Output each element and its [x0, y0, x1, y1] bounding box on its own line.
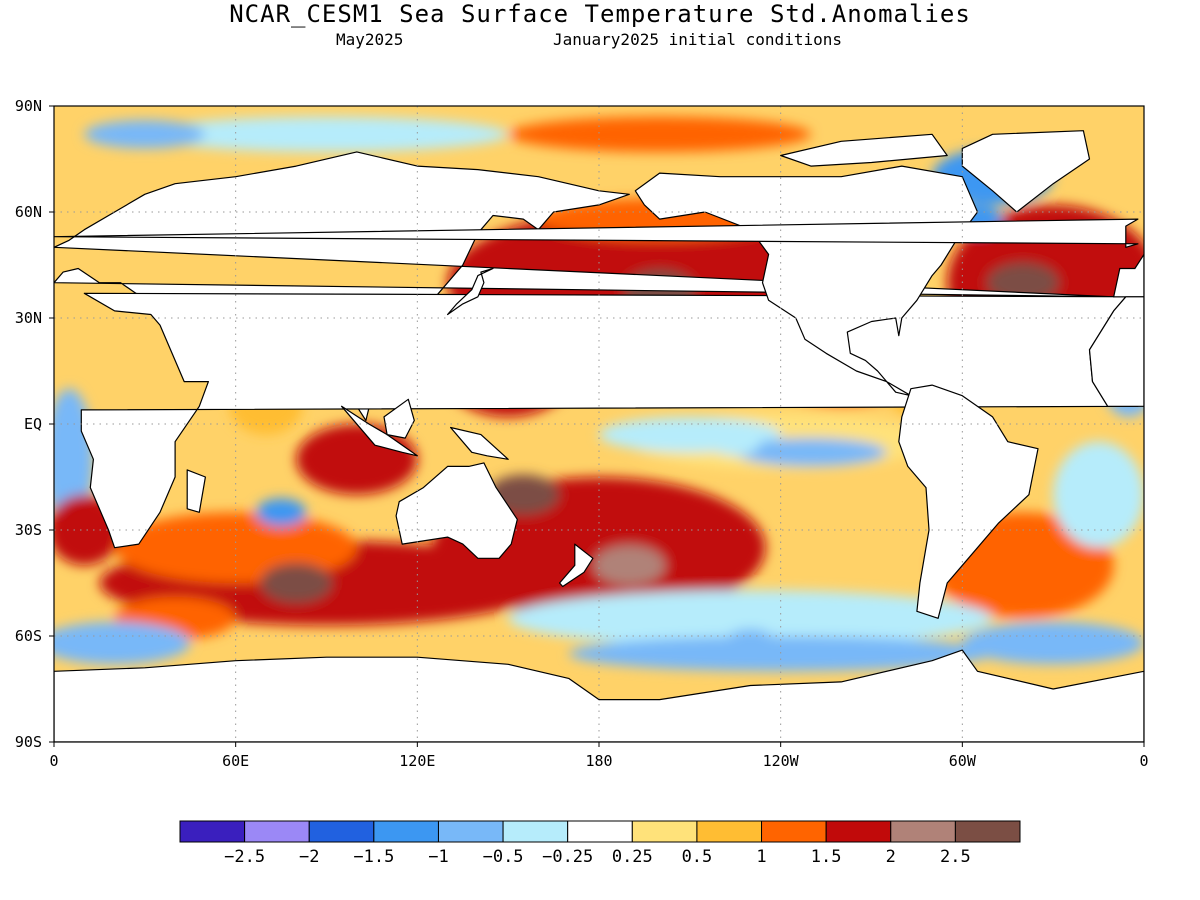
- chart-title: NCAR_CESM1 Sea Surface Temperature Std.A…: [229, 0, 971, 28]
- madagascar-landmass: [186, 469, 206, 513]
- longitude-labels: 0 60E 120E 180 120W 60W 0: [49, 742, 1149, 770]
- colorbar-swatch: [437, 820, 504, 843]
- initial-conditions: January2025 initial conditions: [553, 30, 842, 49]
- latitude-labels: 90N 60N 30N EQ 30S 60S 90S: [15, 97, 54, 751]
- uk-landmass: [54, 218, 1139, 248]
- colorbar-swatch: [179, 820, 246, 843]
- colorbar-label: 1: [756, 847, 766, 867]
- borneo-landmass: [383, 398, 415, 439]
- colorbar: [179, 820, 1021, 843]
- japan-landmass: [447, 267, 494, 316]
- anomaly-patch: [54, 621, 191, 665]
- colorbar-label: 2.5: [940, 847, 971, 867]
- colorbar-swatch: [244, 820, 310, 843]
- anomaly-feature-southwest-indian-cool: [255, 498, 307, 527]
- colorbar-swatch: [825, 820, 892, 843]
- anomaly-feature-equatorial-pacific-cool: [710, 427, 761, 456]
- colorbar-label: 1.5: [811, 847, 842, 867]
- anomaly-feature-southern-ocean-cool: [725, 629, 776, 658]
- anomaly-patch: [735, 438, 887, 467]
- antarctica-landmass: [54, 649, 1144, 742]
- latitude-label: 90N: [15, 97, 42, 115]
- anomaly-feature-south-indian-warm: [260, 563, 333, 603]
- colorbar-swatch: [567, 820, 633, 843]
- longitude-label: 120W: [763, 752, 800, 770]
- south-america-landmass: [898, 384, 1039, 619]
- anomaly-patch: [508, 590, 993, 647]
- forecast-month: May2025: [336, 30, 404, 49]
- landmasses: [54, 130, 1144, 742]
- latitude-label: 90S: [15, 733, 42, 751]
- longitude-label: 180: [585, 752, 612, 770]
- colorbar-swatch: [308, 820, 375, 843]
- anomaly-patch: [144, 116, 509, 152]
- latitude-label: EQ: [24, 415, 42, 433]
- arctic-islands: [780, 133, 948, 167]
- west-africa-landmass: [1088, 296, 1144, 407]
- colorbar-label: −1.5: [353, 847, 394, 867]
- anomaly-patch: [1053, 441, 1144, 548]
- longitude-label: 120E: [399, 752, 435, 770]
- indonesia-landmass: [341, 405, 418, 457]
- latitude-label: 30N: [15, 309, 42, 327]
- colorbar-label: 0.5: [682, 847, 713, 867]
- latitude-label: 30S: [15, 521, 42, 539]
- greenland-landmass: [961, 130, 1091, 213]
- anomaly-patch: [84, 120, 206, 149]
- longitude-label: 0: [49, 752, 58, 770]
- longitude-label: 0: [1139, 752, 1148, 770]
- longitude-label: 60E: [222, 752, 249, 770]
- longitude-label: 60W: [949, 752, 977, 770]
- colorbar-swatch: [631, 820, 698, 843]
- colorbar-label: −0.25: [542, 847, 593, 867]
- colorbar-swatch: [373, 820, 439, 843]
- colorbar-swatch: [761, 820, 827, 843]
- colorbar-swatch: [890, 820, 956, 843]
- new-guinea-landmass: [450, 426, 509, 460]
- latitude-label: 60N: [15, 203, 42, 221]
- colorbar-swatch: [696, 820, 763, 843]
- colorbar-label: −2: [299, 847, 319, 867]
- colorbar-label: −1: [428, 847, 448, 867]
- colorbar-label: −2.5: [224, 847, 265, 867]
- latitude-label: 60S: [15, 627, 42, 645]
- colorbar-swatch: [502, 820, 569, 843]
- colorbar-label: −0.5: [483, 847, 524, 867]
- anomaly-patch: [508, 116, 811, 152]
- colorbar-labels: −2.5 −2 −1.5 −1 −0.5 −0.25 0.25 0.5 1 1.5 2 2.5: [224, 847, 971, 867]
- anomaly-feature-south-pacific-warm: [593, 545, 666, 586]
- new-zealand-landmass: [559, 543, 594, 588]
- colorbar-swatch: [954, 820, 1021, 843]
- colorbar-label: 2: [886, 847, 896, 867]
- anomaly-patch: [568, 636, 993, 672]
- anomaly-patch: [962, 621, 1144, 665]
- colorbar-label: 0.25: [612, 847, 653, 867]
